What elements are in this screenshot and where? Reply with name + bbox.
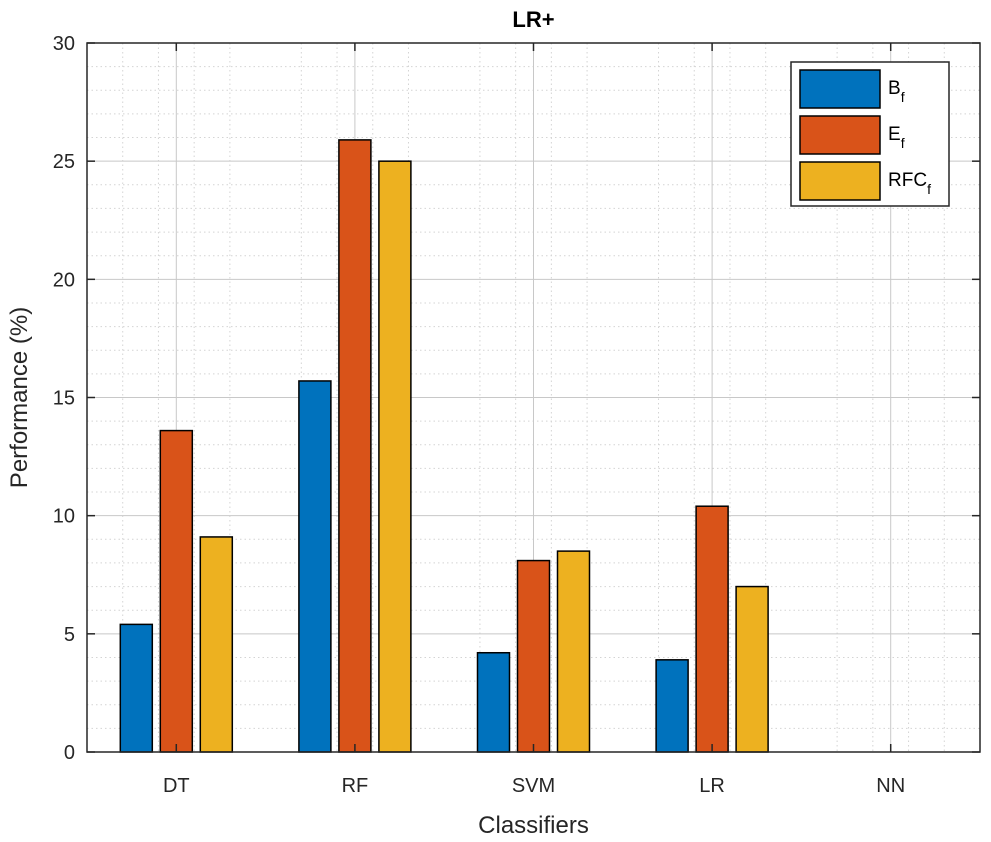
chart-title: LR+	[512, 7, 554, 32]
bar-b-dt	[119, 623, 154, 753]
bar-b-svm	[476, 651, 511, 753]
legend-swatch-rfc	[799, 161, 881, 201]
bar-e-svm	[516, 559, 551, 753]
bar-rfc-lr	[735, 585, 769, 753]
legend-label-b: Bf	[888, 78, 905, 105]
x-tick-label: DT	[163, 775, 190, 797]
bar-b-lr	[655, 659, 689, 753]
x-axis-ticks: DT RF SVM LR NN	[163, 43, 905, 797]
bar-rfc-dt	[199, 536, 234, 753]
y-tick-label: 10	[53, 506, 75, 528]
bar-rfc-rf	[378, 160, 412, 753]
bars	[119, 139, 769, 753]
x-tick-label: SVM	[512, 775, 555, 797]
legend-label-rfc: RFCf	[888, 170, 931, 197]
legend-swatch-b	[799, 69, 881, 109]
bar-e-dt	[159, 429, 194, 753]
legend-swatch-e	[799, 115, 881, 155]
y-tick-label: 20	[53, 269, 75, 291]
y-tick-label: 30	[53, 33, 75, 55]
bar-e-rf	[338, 139, 372, 753]
x-tick-label: RF	[342, 775, 369, 797]
y-tick-label: 0	[64, 742, 75, 764]
y-tick-label: 25	[53, 151, 75, 173]
y-tick-label: 15	[53, 388, 75, 410]
x-tick-label: NN	[876, 775, 905, 797]
bar-b-rf	[298, 380, 332, 753]
bar-e-lr	[695, 505, 729, 753]
legend: Bf Ef RFCf	[790, 61, 950, 207]
x-tick-label: LR	[699, 775, 725, 797]
y-tick-label: 5	[64, 624, 75, 646]
legend-label-e: Ef	[888, 124, 905, 151]
bar-rfc-svm	[556, 550, 591, 753]
y-axis-ticks: 0 5 10 15 20 25 30	[53, 33, 980, 764]
y-axis-label: Performance (%)	[6, 307, 33, 488]
x-axis-label: Classifiers	[478, 812, 589, 839]
